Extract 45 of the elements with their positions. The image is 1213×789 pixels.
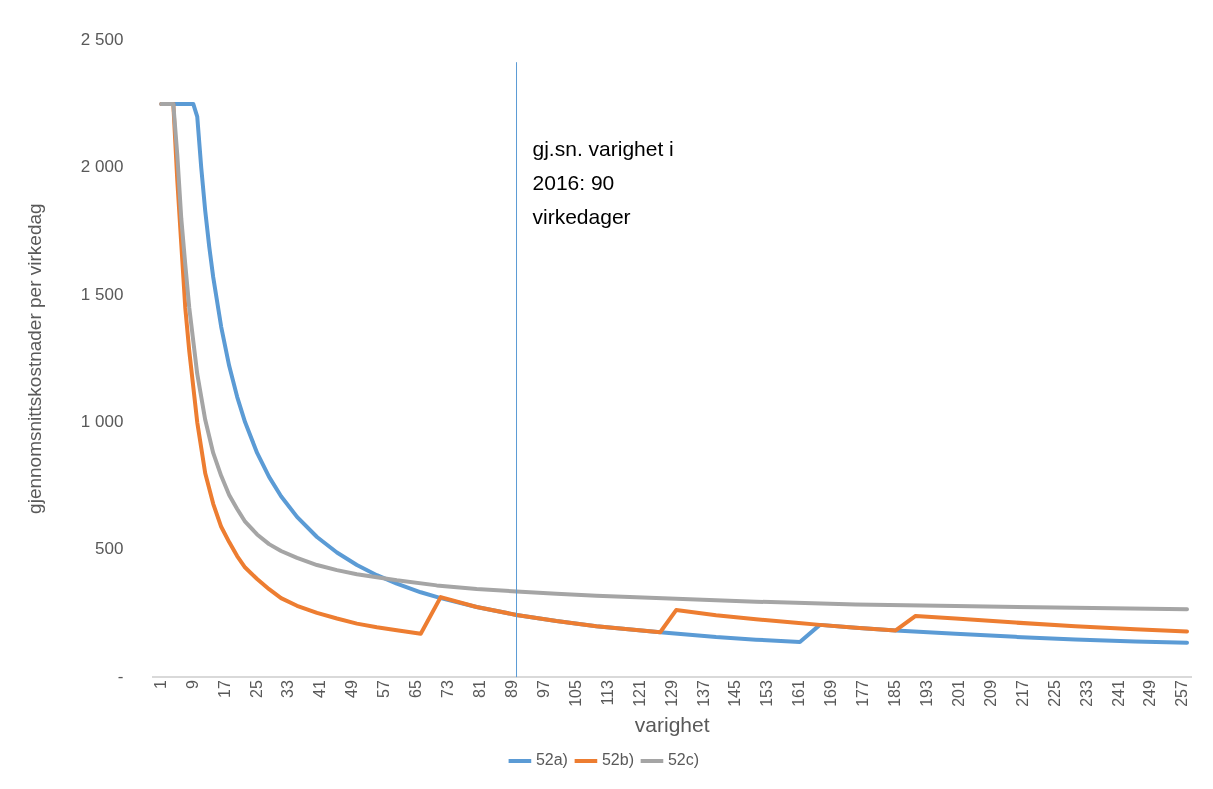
x-tick-label: 9	[183, 680, 201, 690]
x-tick-label: 225	[1045, 680, 1063, 707]
x-tick-label: 57	[375, 680, 393, 698]
y-axis-title: gjennomsnittskostnader per virkedag	[23, 203, 45, 514]
y-tick-label: 2 000	[80, 157, 124, 177]
x-tick-label: 257	[1173, 680, 1191, 707]
y-tick-label: 1 000	[80, 412, 124, 432]
legend-label: 52b)	[601, 751, 634, 769]
x-tick-label: 193	[918, 680, 935, 707]
x-tick-label: 25	[247, 680, 265, 698]
y-tick-label: 2 500	[80, 29, 124, 49]
x-tick-label: 1	[151, 680, 169, 690]
y-tick-label: 500	[94, 539, 124, 559]
x-tick-label: 73	[439, 680, 457, 698]
x-tick-label: 97	[534, 680, 552, 698]
x-tick-label: 169	[822, 680, 840, 707]
x-tick-label: 41	[311, 680, 329, 698]
x-tick-label: 105	[566, 680, 584, 707]
x-tick-label: 161	[790, 680, 808, 707]
x-tick-label: 137	[694, 680, 712, 707]
x-tick-label: 81	[471, 680, 489, 698]
x-tick-label: 65	[407, 680, 425, 698]
y-tick-label: -	[117, 666, 124, 686]
x-tick-label: 233	[1077, 680, 1095, 707]
x-tick-label: 153	[758, 680, 776, 707]
x-tick-label: 17	[215, 680, 233, 698]
legend-label: 52c)	[667, 751, 700, 769]
x-tick-label: 129	[662, 680, 680, 707]
x-tick-label: 241	[1109, 680, 1127, 707]
x-tick-label: 145	[726, 680, 744, 707]
x-tick-label: 185	[886, 680, 904, 707]
x-tick-label: 177	[854, 680, 872, 707]
x-tick-label: 249	[1141, 680, 1159, 707]
x-tick-label: 201	[949, 680, 967, 707]
x-tick-label: 113	[598, 680, 616, 706]
x-tick-label: 121	[630, 680, 648, 707]
x-axis-title: varighet	[634, 713, 710, 737]
x-tick-label: 49	[343, 680, 361, 698]
x-tick-label: 89	[502, 680, 520, 698]
y-tick-label: 1 500	[80, 284, 124, 304]
ref-line-label: gj.sn. varighet i 2016: 90 virkedager	[532, 137, 674, 229]
legend-label: 52a)	[535, 751, 568, 769]
x-tick-label: 33	[279, 680, 297, 698]
x-tick-label: 209	[981, 680, 999, 707]
x-tick-label: 217	[1013, 680, 1031, 707]
